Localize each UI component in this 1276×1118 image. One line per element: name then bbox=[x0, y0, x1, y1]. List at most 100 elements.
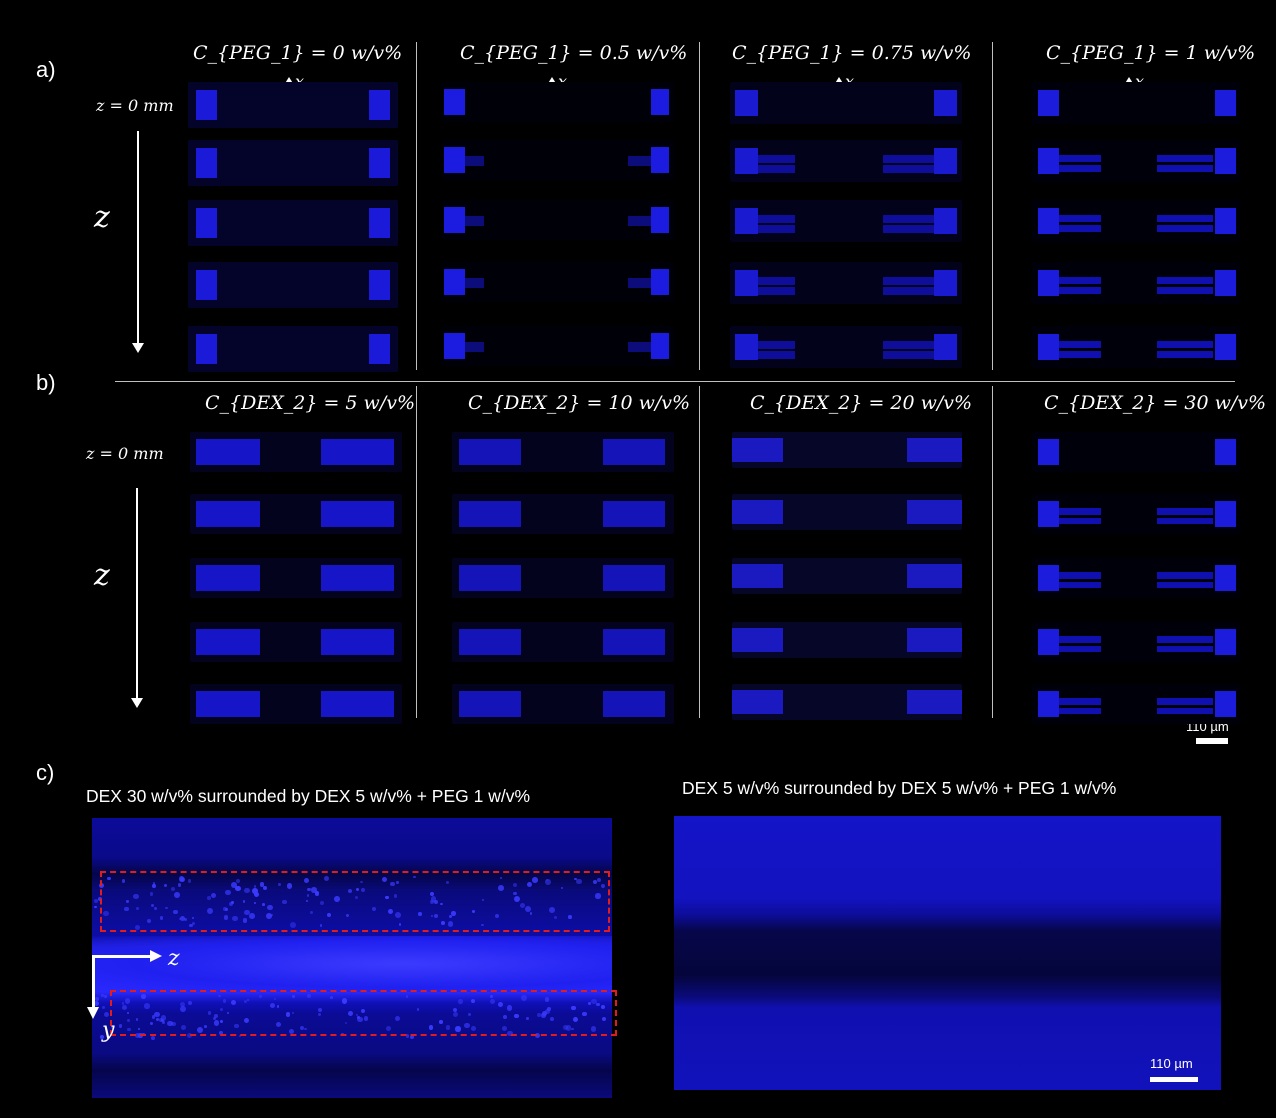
droplet-dot bbox=[127, 1018, 131, 1022]
fluorescent-region bbox=[883, 165, 935, 173]
droplet-dot bbox=[153, 907, 157, 911]
droplet-dot bbox=[561, 887, 564, 890]
droplet-dot bbox=[267, 904, 273, 911]
droplet-dot bbox=[121, 879, 126, 883]
droplet-dot bbox=[430, 915, 433, 918]
fluorescent-region bbox=[368, 148, 390, 178]
fluorescent-region bbox=[196, 208, 218, 238]
fluorescent-region bbox=[732, 500, 783, 524]
droplet-dot bbox=[347, 888, 352, 893]
micrograph-b-2-row-4 bbox=[452, 684, 674, 724]
droplet-dot bbox=[467, 1012, 471, 1017]
fluorescent-region bbox=[650, 89, 670, 115]
droplet-dot bbox=[572, 1017, 578, 1023]
droplet-dot bbox=[277, 883, 281, 887]
droplet-dot bbox=[324, 876, 329, 881]
micrograph-a-4-row-1 bbox=[1032, 140, 1240, 182]
fluorescent-region bbox=[734, 333, 758, 361]
micrograph-b-2-row-3 bbox=[452, 622, 674, 662]
droplet-dot bbox=[259, 882, 264, 887]
droplet-dot bbox=[219, 1031, 224, 1036]
fluorescent-region bbox=[1215, 207, 1236, 235]
droplet-dot bbox=[503, 1015, 507, 1019]
divider-a-1 bbox=[416, 42, 417, 370]
droplet-dot bbox=[231, 999, 237, 1005]
fluorescent-region bbox=[1038, 147, 1060, 175]
droplet-dot bbox=[357, 1017, 363, 1023]
fluorescent-region bbox=[1156, 165, 1213, 172]
droplet-dot bbox=[326, 913, 332, 918]
droplet-dot bbox=[591, 998, 597, 1004]
droplet-dot bbox=[159, 1018, 163, 1022]
micrograph-b-1-row-1 bbox=[190, 494, 402, 534]
droplet-dot bbox=[262, 885, 267, 890]
droplet-dot bbox=[93, 898, 99, 904]
droplet-dot bbox=[501, 1026, 507, 1031]
title-b-1: C_{DEX_2} = 5 w/v% bbox=[205, 392, 416, 414]
fluorescent-region bbox=[757, 340, 795, 350]
micrograph-b-3-row-0 bbox=[732, 432, 962, 468]
droplet-dot bbox=[330, 996, 333, 999]
droplet-dot bbox=[507, 1031, 513, 1037]
droplet-dot bbox=[471, 910, 475, 914]
droplet-dot bbox=[134, 924, 141, 930]
droplet-dot bbox=[151, 884, 156, 888]
droplet-dot bbox=[445, 881, 449, 884]
fluorescent-region bbox=[934, 269, 958, 297]
micrograph-a-2-row-4 bbox=[442, 326, 674, 366]
droplet-dot bbox=[179, 1005, 186, 1012]
droplet-dot bbox=[149, 1021, 154, 1026]
droplet-dot bbox=[124, 998, 130, 1004]
droplet-dot bbox=[226, 1012, 229, 1015]
fluorescent-region bbox=[1038, 565, 1060, 591]
micrograph-b-1-row-0 bbox=[190, 432, 402, 472]
droplet-dot bbox=[127, 1027, 132, 1032]
fluorescent-region bbox=[1156, 572, 1213, 580]
droplet-dot bbox=[204, 1025, 207, 1028]
droplet-dot bbox=[571, 1027, 575, 1031]
fluorescent-region bbox=[458, 629, 521, 655]
droplet-dot bbox=[416, 1008, 420, 1011]
droplet-dot bbox=[189, 923, 194, 928]
droplet-dot bbox=[361, 1008, 366, 1014]
fluorescent-region bbox=[757, 165, 795, 173]
z-axis-arrow bbox=[92, 955, 150, 958]
droplet-dot bbox=[464, 1022, 470, 1029]
fluorescent-region bbox=[1038, 269, 1060, 297]
fluorescent-region bbox=[732, 628, 783, 652]
title-b-3: C_{DEX_2} = 20 w/v% bbox=[750, 392, 973, 414]
fluorescent-region bbox=[465, 156, 484, 166]
droplet-dot bbox=[441, 921, 445, 926]
droplet-dot bbox=[601, 1016, 607, 1022]
droplet-dot bbox=[590, 1026, 597, 1032]
divider-a-3 bbox=[992, 42, 993, 370]
droplet-dot bbox=[405, 995, 409, 998]
droplet-dot bbox=[413, 876, 416, 879]
droplet-dot bbox=[356, 1016, 360, 1019]
droplet-dot bbox=[563, 1025, 569, 1031]
fluorescent-region bbox=[196, 691, 260, 717]
droplet-dot bbox=[206, 896, 211, 900]
fluorescent-region bbox=[906, 628, 962, 652]
droplet-dot bbox=[171, 1021, 177, 1027]
droplet-dot bbox=[433, 900, 438, 905]
fluorescent-region bbox=[1156, 154, 1213, 163]
fluorescent-region bbox=[1156, 287, 1213, 294]
droplet-dot bbox=[179, 915, 185, 921]
droplet-dot bbox=[447, 921, 454, 927]
droplet-dot bbox=[526, 1016, 530, 1020]
droplet-dot bbox=[544, 997, 549, 1002]
fluorescent-region bbox=[650, 147, 670, 173]
fluorescent-region bbox=[368, 208, 390, 238]
fluorescent-region bbox=[1059, 165, 1101, 172]
fluorescent-region bbox=[1156, 214, 1213, 223]
fluorescent-region bbox=[458, 439, 521, 465]
droplet-dot bbox=[345, 1021, 348, 1025]
droplet-dot bbox=[499, 876, 502, 879]
droplet-dot bbox=[544, 878, 551, 885]
micrograph-a-4-row-2 bbox=[1032, 200, 1240, 242]
micrograph-a-2-row-1 bbox=[442, 140, 674, 180]
droplet-dot bbox=[207, 1011, 212, 1015]
droplet-dot bbox=[138, 1027, 141, 1030]
fluorescent-region bbox=[732, 564, 783, 588]
